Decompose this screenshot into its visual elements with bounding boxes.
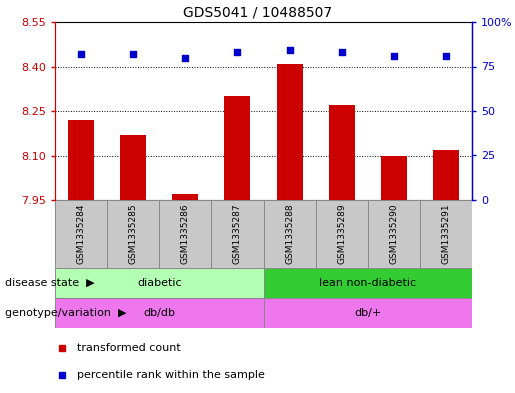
Text: GDS5041 / 10488507: GDS5041 / 10488507 bbox=[183, 5, 332, 19]
Bar bbox=[55, 200, 107, 268]
Bar bbox=[173, 194, 198, 200]
Bar bbox=[368, 200, 420, 268]
Bar bbox=[120, 135, 146, 200]
Text: GSM1335289: GSM1335289 bbox=[337, 204, 346, 264]
Point bbox=[285, 47, 294, 53]
Point bbox=[233, 49, 242, 55]
Bar bbox=[329, 105, 355, 200]
Bar bbox=[55, 268, 264, 298]
Text: db/+: db/+ bbox=[354, 308, 382, 318]
Text: GSM1335287: GSM1335287 bbox=[233, 204, 242, 264]
Text: lean non-diabetic: lean non-diabetic bbox=[319, 278, 416, 288]
Point bbox=[77, 51, 85, 57]
Text: GSM1335291: GSM1335291 bbox=[441, 204, 451, 264]
Text: disease state  ▶: disease state ▶ bbox=[5, 278, 95, 288]
Bar bbox=[381, 156, 407, 200]
Bar bbox=[225, 96, 250, 200]
Bar bbox=[159, 200, 211, 268]
Text: diabetic: diabetic bbox=[137, 278, 182, 288]
Bar bbox=[55, 298, 264, 328]
Bar bbox=[316, 200, 368, 268]
Point bbox=[129, 51, 138, 57]
Bar bbox=[211, 200, 264, 268]
Bar bbox=[107, 200, 159, 268]
Text: GSM1335286: GSM1335286 bbox=[181, 204, 190, 264]
Point bbox=[337, 49, 346, 55]
Bar bbox=[277, 64, 303, 200]
Text: GSM1335290: GSM1335290 bbox=[389, 204, 398, 264]
Bar bbox=[264, 298, 472, 328]
Bar bbox=[433, 150, 459, 200]
Text: GSM1335288: GSM1335288 bbox=[285, 204, 294, 264]
Bar bbox=[264, 268, 472, 298]
Point bbox=[390, 53, 398, 59]
Text: GSM1335285: GSM1335285 bbox=[129, 204, 138, 264]
Text: genotype/variation  ▶: genotype/variation ▶ bbox=[5, 308, 127, 318]
Bar bbox=[264, 200, 316, 268]
Text: db/db: db/db bbox=[143, 308, 175, 318]
Text: percentile rank within the sample: percentile rank within the sample bbox=[77, 370, 265, 380]
Bar bbox=[68, 120, 94, 200]
Bar bbox=[420, 200, 472, 268]
Text: GSM1335284: GSM1335284 bbox=[77, 204, 85, 264]
Text: transformed count: transformed count bbox=[77, 343, 181, 353]
Point bbox=[442, 53, 450, 59]
Point bbox=[181, 55, 190, 61]
